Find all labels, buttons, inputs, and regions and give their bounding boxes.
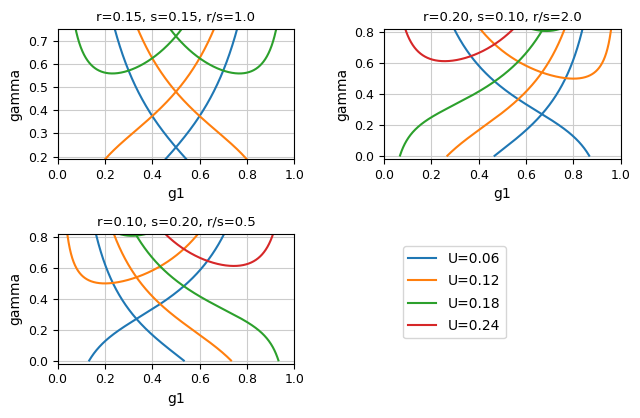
X-axis label: g1: g1 [493, 187, 511, 201]
U=0.06 [169, 141, 177, 146]
Y-axis label: gamma: gamma [8, 272, 22, 326]
U=0.06 [489, 77, 497, 82]
U=0.18 [163, 270, 170, 275]
Line: U=0.12: U=0.12 [475, 22, 612, 79]
U=0.06 [163, 344, 170, 349]
Line: U=0.18: U=0.18 [163, 18, 278, 74]
Line: U=0.18: U=0.18 [514, 22, 573, 31]
U=0.06 [566, 131, 574, 136]
Line: U=0.24: U=0.24 [158, 227, 275, 266]
U=0.18 [566, 21, 574, 26]
U=0.24 [240, 263, 248, 268]
U=0.06 [169, 349, 177, 354]
U=0.06 [495, 83, 503, 88]
U=0.24 [169, 238, 177, 243]
U=0.06 [163, 133, 170, 138]
Line: U=0.12: U=0.12 [111, 227, 231, 360]
U=0.12 [169, 85, 177, 90]
U=0.12 [489, 40, 497, 45]
U=0.12 [240, 154, 248, 159]
X-axis label: g1: g1 [167, 187, 185, 201]
U=0.18 [169, 30, 177, 35]
U=0.18 [240, 71, 248, 76]
Line: U=0.06: U=0.06 [112, 18, 223, 203]
Y-axis label: gamma: gamma [335, 67, 349, 121]
U=0.12 [163, 307, 170, 312]
Legend: U=0.06, U=0.12, U=0.18, U=0.24: U=0.06, U=0.12, U=0.18, U=0.24 [403, 246, 506, 339]
Title: r=0.10, s=0.20, r/s=0.5: r=0.10, s=0.20, r/s=0.5 [97, 216, 255, 229]
Line: U=0.12: U=0.12 [133, 18, 271, 203]
U=0.24 [163, 232, 170, 237]
X-axis label: g1: g1 [167, 392, 185, 406]
Title: r=0.20, s=0.10, r/s=2.0: r=0.20, s=0.10, r/s=2.0 [423, 11, 582, 24]
Line: U=0.18: U=0.18 [131, 227, 278, 360]
Title: r=0.15, s=0.15, r/s=1.0: r=0.15, s=0.15, r/s=1.0 [97, 11, 255, 24]
U=0.12 [169, 312, 177, 317]
U=0.12 [163, 77, 170, 82]
U=0.18 [169, 275, 177, 280]
U=0.18 [163, 21, 170, 26]
U=0.12 [566, 76, 574, 81]
Y-axis label: gamma: gamma [8, 67, 22, 121]
U=0.18 [240, 318, 248, 323]
Line: U=0.06: U=0.06 [94, 227, 184, 361]
Line: U=0.06: U=0.06 [451, 22, 589, 155]
U=0.12 [495, 46, 503, 51]
